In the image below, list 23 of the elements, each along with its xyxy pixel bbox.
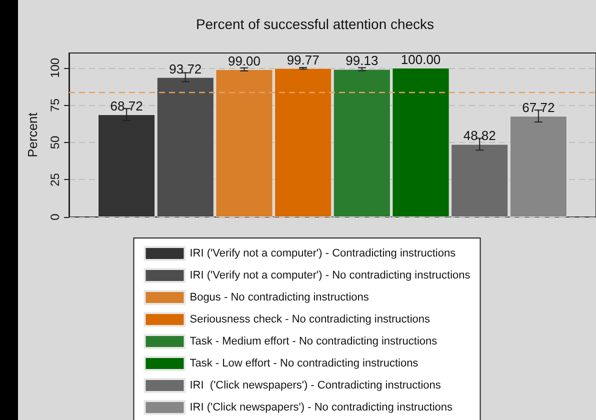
y-tick-label: 100 bbox=[48, 58, 62, 78]
y-axis-title: Percent bbox=[25, 112, 40, 158]
data-label: 100.00 bbox=[400, 52, 441, 67]
data-label: 68.72 bbox=[110, 98, 143, 114]
data-label: 99.00 bbox=[228, 53, 261, 68]
chart-title: Percent of successful attention checks bbox=[196, 16, 434, 32]
data-label: 67.72 bbox=[522, 100, 555, 116]
legend-label: IRI ('Verify not a computer') - No contradicting instructions bbox=[190, 270, 471, 282]
data-label: 99.13 bbox=[346, 53, 378, 68]
y-tick-label: 75 bbox=[48, 98, 62, 112]
y-tick-label: 0 bbox=[48, 213, 62, 220]
legend-label: Task - Low effort - No contradicting instructions bbox=[190, 358, 419, 370]
y-tick-label: 50 bbox=[48, 135, 62, 150]
legend-label: IRI ('Verify not a computer') - Contradicting instructions bbox=[190, 248, 456, 260]
legend-label: Seriousness check - No contradicting instructions bbox=[190, 314, 431, 326]
legend-label: Task - Medium effort - No contradicting instructions bbox=[190, 336, 438, 348]
legend-label: IRI ('Click newspapers') - No contradicting instructions bbox=[190, 402, 454, 414]
y-tick-label: 25 bbox=[48, 172, 62, 186]
data-label: 93.72 bbox=[169, 61, 202, 76]
legend-label: Bogus - No contradicting instructions bbox=[190, 292, 370, 304]
legend-label: IRI ('Click newspapers') - Contradicting instructions bbox=[190, 380, 442, 392]
data-label: 48.82 bbox=[463, 128, 496, 144]
data-label: 99.77 bbox=[286, 52, 320, 68]
